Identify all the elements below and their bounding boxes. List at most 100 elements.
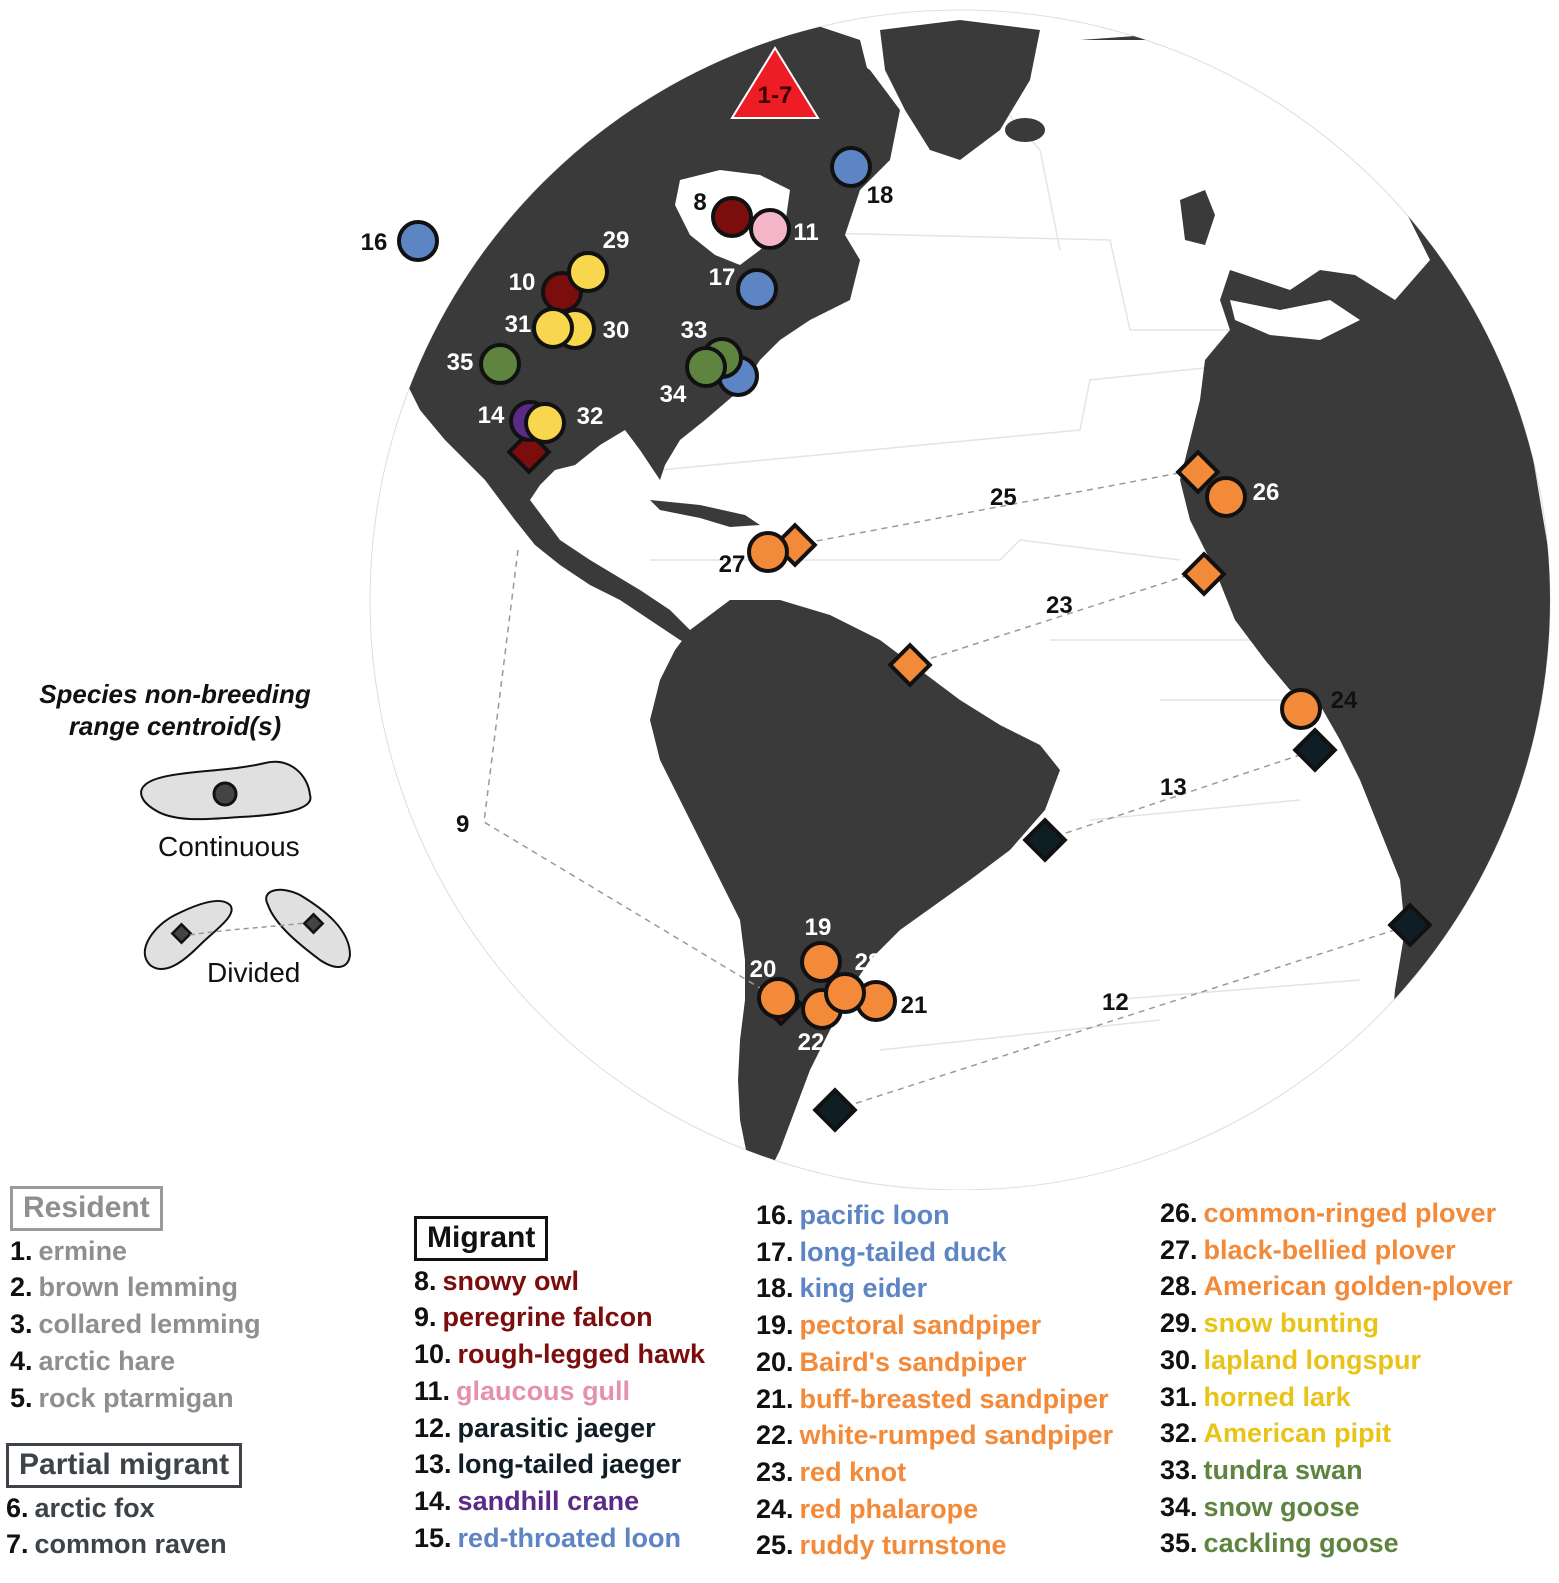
centroid-marker-26[interactable] [1205,476,1247,518]
divided-centroid-marker-25-2[interactable] [1175,449,1221,495]
species-number: 5. [10,1382,33,1413]
species-name: common-ringed plover [1203,1198,1497,1228]
divided-centroid-marker-12-2[interactable] [1387,902,1433,948]
migration-routes [483,469,1411,1111]
centroid-marker-20[interactable] [757,977,799,1019]
species-name: buff-breasted sandpiper [799,1383,1109,1414]
species-row: 20. Baird's sandpiper [756,1344,1113,1381]
species-column-3: 16. pacific loon 17. long-tailed duck 18. kin… [756,1197,1113,1564]
centroid-marker-19[interactable] [800,941,842,983]
species-row: 26. common-ringed plover [1160,1195,1513,1232]
species-number: 14. [414,1485,452,1516]
centroid-marker-29[interactable] [567,251,609,293]
marker-label-17: 17 [709,264,736,291]
centroid-marker-17[interactable] [736,268,778,310]
species-row: 18. king eider [756,1270,1113,1307]
centroid-marker-11[interactable] [749,208,791,250]
species-name: common raven [34,1529,227,1560]
legend-continuous-label: Continuous [158,831,300,862]
species-row: 25. ruddy turnstone [756,1527,1113,1564]
species-number: 33. [1160,1454,1198,1485]
species-number: 29. [1160,1308,1198,1339]
species-list-26-35: 26. common-ringed plover 27. black-bellied … [1160,1195,1513,1562]
marker-label-11: 11 [793,219,818,246]
legend-shapes [140,760,352,971]
divided-centroid-marker-13-1[interactable] [1022,817,1068,863]
centroid-marker-27[interactable] [747,531,789,573]
species-number: 2. [10,1272,33,1303]
route-labels: 9 12 13 23 25 [456,484,1187,1016]
marker-label-19: 19 [805,914,832,941]
centroid-marker-24[interactable] [1280,688,1322,730]
divided-centroid-marker-23-1[interactable] [887,642,933,688]
species-row: 22. white-rumped sandpiper [756,1417,1113,1454]
centroid-marker-28[interactable] [824,972,866,1014]
centroid-marker-35[interactable] [479,343,521,385]
resident-marker-label: 1-7 [758,82,793,109]
legend-title-line2: range centroid(s) [68,711,282,741]
species-number: 27. [1160,1234,1198,1265]
marker-label-21: 21 [901,992,928,1019]
species-row: 2. brown lemming [10,1269,261,1306]
species-name: black-bellied plover [1203,1234,1456,1265]
species-number: 21. [756,1383,794,1414]
species-name: parasitic jaeger [457,1412,656,1443]
species-column-4: 26. common-ringed plover 27. black-bellied … [1160,1195,1513,1562]
species-name: horned lark [1203,1381,1351,1412]
species-name: lapland longspur [1203,1344,1422,1375]
partial-migrant-header: Partial migrant [6,1443,243,1488]
iceland [1005,118,1045,142]
species-name: arctic fox [34,1492,155,1523]
marker-label-27: 27 [719,551,746,578]
route-25 [794,469,1196,546]
marker-label-10: 10 [509,269,536,296]
species-row: 23. red knot [756,1454,1113,1491]
route-label-13: 13 [1160,774,1187,801]
centroid-marker-18[interactable] [830,146,872,188]
species-number: 32. [1160,1418,1198,1449]
species-number: 15. [414,1522,452,1553]
species-name: long-tailed duck [799,1236,1007,1267]
centroid-marker-8[interactable] [711,196,753,238]
divided-centroid-marker-12-1[interactable] [812,1087,858,1133]
species-number: 22. [756,1420,794,1451]
species-row: 10. rough-legged hawk [414,1336,705,1373]
marker-label-29: 29 [603,227,630,254]
marker-label-30: 30 [603,317,630,344]
marker-label-16: 16 [361,229,388,256]
marker-label-32: 32 [577,403,604,430]
divided-centroid-marker-13-2[interactable] [1292,727,1338,773]
species-row: 11. glaucous gull [414,1373,705,1410]
species-number: 13. [414,1449,452,1480]
species-number: 26. [1160,1198,1198,1228]
divided-centroid-marker-23-2[interactable] [1181,551,1227,597]
divided-centroid-marker-left [170,922,193,945]
marker-label-35: 35 [447,349,474,376]
species-name: brown lemming [38,1272,239,1303]
species-row: 29. snow bunting [1160,1305,1513,1342]
marker-label-28: 28 [855,949,882,976]
species-name: pectoral sandpiper [799,1310,1042,1341]
centroid-marker-16[interactable] [397,220,439,262]
species-row: 1. ermine [10,1233,261,1270]
centroid-marker-34[interactable] [685,346,727,388]
species-number: 9. [414,1302,437,1333]
species-name: ruddy turnstone [799,1530,1007,1561]
species-row: 17. long-tailed duck [756,1234,1113,1271]
legend-title-line1: Species non-breeding [39,679,311,709]
centroid-marker-32[interactable] [524,402,566,444]
species-name: American golden-plover [1203,1271,1513,1302]
species-row: 30. lapland longspur [1160,1342,1513,1379]
species-row: 6. arctic fox [6,1490,242,1527]
marker-label-24: 24 [1331,687,1358,714]
species-row: 31. horned lark [1160,1379,1513,1416]
resident-triangle-marker[interactable] [730,46,820,119]
species-name: snowy owl [442,1265,580,1296]
continuous-centroid-marker [212,781,238,807]
species-row: 5. rock ptarmigan [10,1380,261,1417]
caribbean-islands [650,500,760,527]
centroid-marker-31[interactable] [532,307,574,349]
species-number: 10. [414,1339,452,1370]
species-row: 3. collared lemming [10,1306,261,1343]
species-name: tundra swan [1203,1454,1363,1485]
